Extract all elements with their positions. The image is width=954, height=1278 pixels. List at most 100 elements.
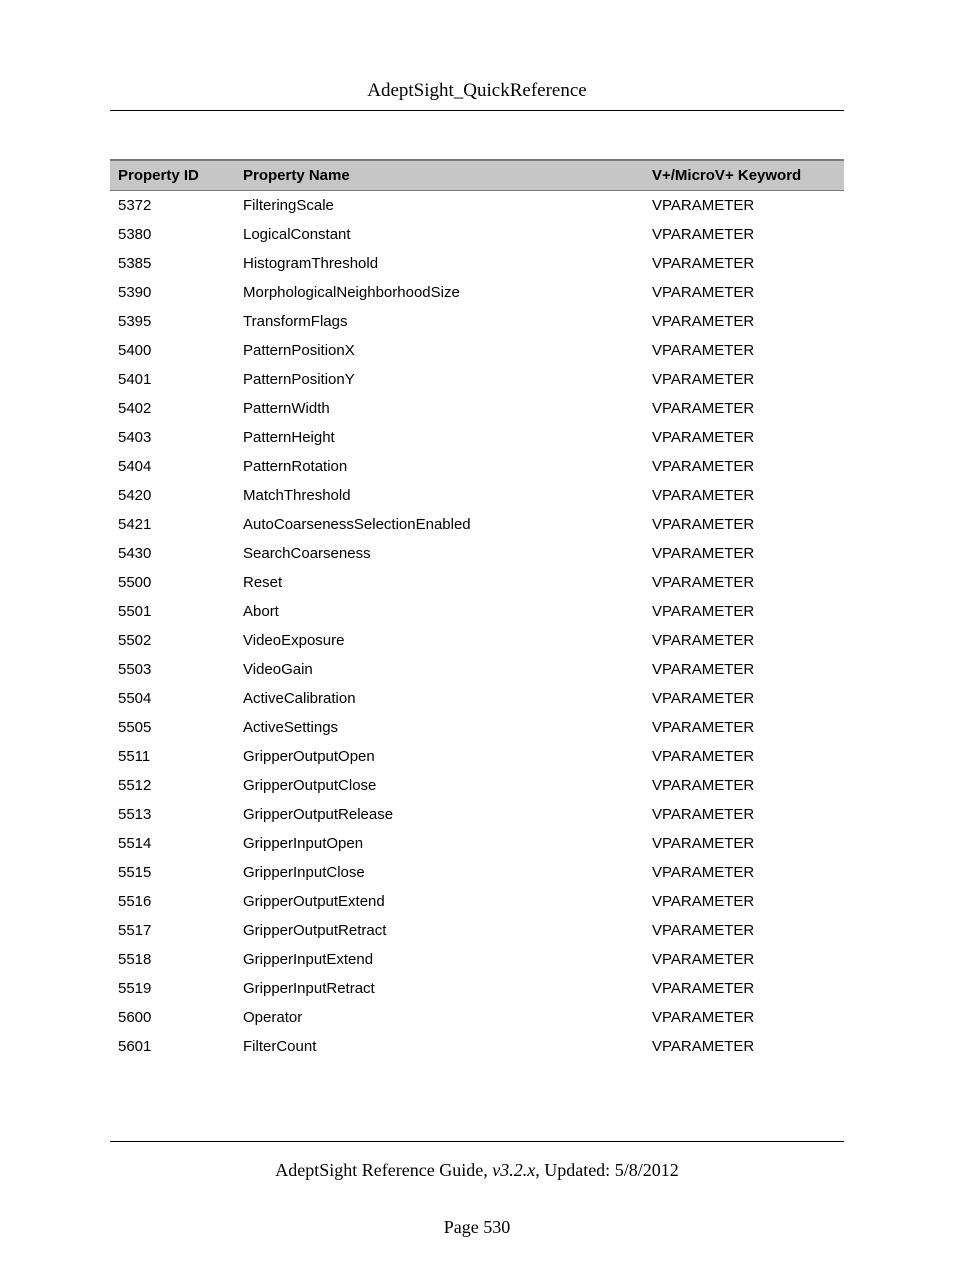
cell-property-name: ActiveSettings bbox=[235, 713, 644, 742]
cell-property-name: Reset bbox=[235, 568, 644, 597]
cell-property-id: 5390 bbox=[110, 278, 235, 307]
table-row: 5404PatternRotationVPARAMETER bbox=[110, 452, 844, 481]
table-row: 5380LogicalConstantVPARAMETER bbox=[110, 220, 844, 249]
table-row: 5401PatternPositionYVPARAMETER bbox=[110, 365, 844, 394]
table-row: 5601FilterCountVPARAMETER bbox=[110, 1032, 844, 1061]
table-header-row: Property ID Property Name V+/MicroV+ Key… bbox=[110, 160, 844, 191]
cell-property-name: GripperOutputRetract bbox=[235, 916, 644, 945]
table-row: 5513GripperOutputReleaseVPARAMETER bbox=[110, 800, 844, 829]
cell-keyword: VPARAMETER bbox=[644, 278, 844, 307]
cell-keyword: VPARAMETER bbox=[644, 829, 844, 858]
cell-keyword: VPARAMETER bbox=[644, 597, 844, 626]
table-row: 5501AbortVPARAMETER bbox=[110, 597, 844, 626]
cell-property-id: 5503 bbox=[110, 655, 235, 684]
page-header-title: AdeptSight_QuickReference bbox=[367, 80, 586, 101]
cell-property-name: FilteringScale bbox=[235, 191, 644, 221]
cell-property-id: 5421 bbox=[110, 510, 235, 539]
table-row: 5500ResetVPARAMETER bbox=[110, 568, 844, 597]
property-table: Property ID Property Name V+/MicroV+ Key… bbox=[110, 159, 844, 1061]
cell-property-id: 5385 bbox=[110, 249, 235, 278]
cell-property-id: 5511 bbox=[110, 742, 235, 771]
cell-keyword: VPARAMETER bbox=[644, 1003, 844, 1032]
table-row: 5515GripperInputCloseVPARAMETER bbox=[110, 858, 844, 887]
cell-property-id: 5514 bbox=[110, 829, 235, 858]
cell-property-name: LogicalConstant bbox=[235, 220, 644, 249]
cell-keyword: VPARAMETER bbox=[644, 249, 844, 278]
cell-property-name: PatternHeight bbox=[235, 423, 644, 452]
cell-keyword: VPARAMETER bbox=[644, 336, 844, 365]
cell-property-name: PatternWidth bbox=[235, 394, 644, 423]
cell-property-name: VideoGain bbox=[235, 655, 644, 684]
table-row: 5512GripperOutputCloseVPARAMETER bbox=[110, 771, 844, 800]
cell-keyword: VPARAMETER bbox=[644, 684, 844, 713]
table-row: 5519GripperInputRetractVPARAMETER bbox=[110, 974, 844, 1003]
cell-keyword: VPARAMETER bbox=[644, 916, 844, 945]
cell-property-id: 5500 bbox=[110, 568, 235, 597]
cell-property-id: 5517 bbox=[110, 916, 235, 945]
cell-keyword: VPARAMETER bbox=[644, 452, 844, 481]
col-header-property-name: Property Name bbox=[235, 160, 644, 191]
cell-property-id: 5505 bbox=[110, 713, 235, 742]
cell-property-id: 5430 bbox=[110, 539, 235, 568]
cell-property-name: SearchCoarseness bbox=[235, 539, 644, 568]
cell-property-name: GripperInputClose bbox=[235, 858, 644, 887]
cell-property-name: PatternRotation bbox=[235, 452, 644, 481]
footer-guide-line: AdeptSight Reference Guide, v3.2.x, Upda… bbox=[110, 1160, 844, 1181]
cell-keyword: VPARAMETER bbox=[644, 568, 844, 597]
cell-property-name: MatchThreshold bbox=[235, 481, 644, 510]
cell-keyword: VPARAMETER bbox=[644, 742, 844, 771]
table-row: 5504ActiveCalibrationVPARAMETER bbox=[110, 684, 844, 713]
table-row: 5395TransformFlagsVPARAMETER bbox=[110, 307, 844, 336]
page-footer: AdeptSight Reference Guide, v3.2.x, Upda… bbox=[110, 1141, 844, 1238]
cell-keyword: VPARAMETER bbox=[644, 945, 844, 974]
cell-property-id: 5401 bbox=[110, 365, 235, 394]
cell-property-id: 5516 bbox=[110, 887, 235, 916]
table-row: 5421AutoCoarsenessSelectionEnabledVPARAM… bbox=[110, 510, 844, 539]
cell-keyword: VPARAMETER bbox=[644, 974, 844, 1003]
footer-updated-date: 5/8/2012 bbox=[615, 1160, 679, 1180]
table-row: 5390MorphologicalNeighborhoodSizeVPARAME… bbox=[110, 278, 844, 307]
cell-property-id: 5504 bbox=[110, 684, 235, 713]
cell-property-name: GripperOutputRelease bbox=[235, 800, 644, 829]
cell-keyword: VPARAMETER bbox=[644, 800, 844, 829]
cell-property-id: 5519 bbox=[110, 974, 235, 1003]
table-row: 5505ActiveSettingsVPARAMETER bbox=[110, 713, 844, 742]
cell-property-id: 5512 bbox=[110, 771, 235, 800]
table-row: 5430SearchCoarsenessVPARAMETER bbox=[110, 539, 844, 568]
cell-property-name: ActiveCalibration bbox=[235, 684, 644, 713]
cell-property-id: 5380 bbox=[110, 220, 235, 249]
table-row: 5517GripperOutputRetractVPARAMETER bbox=[110, 916, 844, 945]
col-header-keyword: V+/MicroV+ Keyword bbox=[644, 160, 844, 191]
cell-property-name: GripperOutputExtend bbox=[235, 887, 644, 916]
table-row: 5516GripperOutputExtendVPARAMETER bbox=[110, 887, 844, 916]
cell-keyword: VPARAMETER bbox=[644, 394, 844, 423]
table-row: 5502VideoExposureVPARAMETER bbox=[110, 626, 844, 655]
cell-property-id: 5502 bbox=[110, 626, 235, 655]
cell-property-name: GripperOutputOpen bbox=[235, 742, 644, 771]
cell-keyword: VPARAMETER bbox=[644, 423, 844, 452]
cell-property-name: VideoExposure bbox=[235, 626, 644, 655]
cell-property-name: GripperInputRetract bbox=[235, 974, 644, 1003]
cell-property-id: 5400 bbox=[110, 336, 235, 365]
cell-property-name: TransformFlags bbox=[235, 307, 644, 336]
cell-property-id: 5402 bbox=[110, 394, 235, 423]
cell-property-id: 5515 bbox=[110, 858, 235, 887]
cell-property-id: 5372 bbox=[110, 191, 235, 221]
cell-property-name: FilterCount bbox=[235, 1032, 644, 1061]
table-row: 5503VideoGainVPARAMETER bbox=[110, 655, 844, 684]
cell-property-name: AutoCoarsenessSelectionEnabled bbox=[235, 510, 644, 539]
table-row: 5420MatchThresholdVPARAMETER bbox=[110, 481, 844, 510]
cell-keyword: VPARAMETER bbox=[644, 481, 844, 510]
cell-property-name: Abort bbox=[235, 597, 644, 626]
cell-property-name: GripperInputExtend bbox=[235, 945, 644, 974]
cell-property-id: 5395 bbox=[110, 307, 235, 336]
cell-keyword: VPARAMETER bbox=[644, 858, 844, 887]
cell-property-id: 5501 bbox=[110, 597, 235, 626]
cell-keyword: VPARAMETER bbox=[644, 539, 844, 568]
cell-keyword: VPARAMETER bbox=[644, 191, 844, 221]
footer-guide-title: AdeptSight Reference Guide bbox=[275, 1160, 483, 1180]
table-row: 5518GripperInputExtendVPARAMETER bbox=[110, 945, 844, 974]
cell-property-id: 5403 bbox=[110, 423, 235, 452]
cell-keyword: VPARAMETER bbox=[644, 220, 844, 249]
cell-property-id: 5513 bbox=[110, 800, 235, 829]
